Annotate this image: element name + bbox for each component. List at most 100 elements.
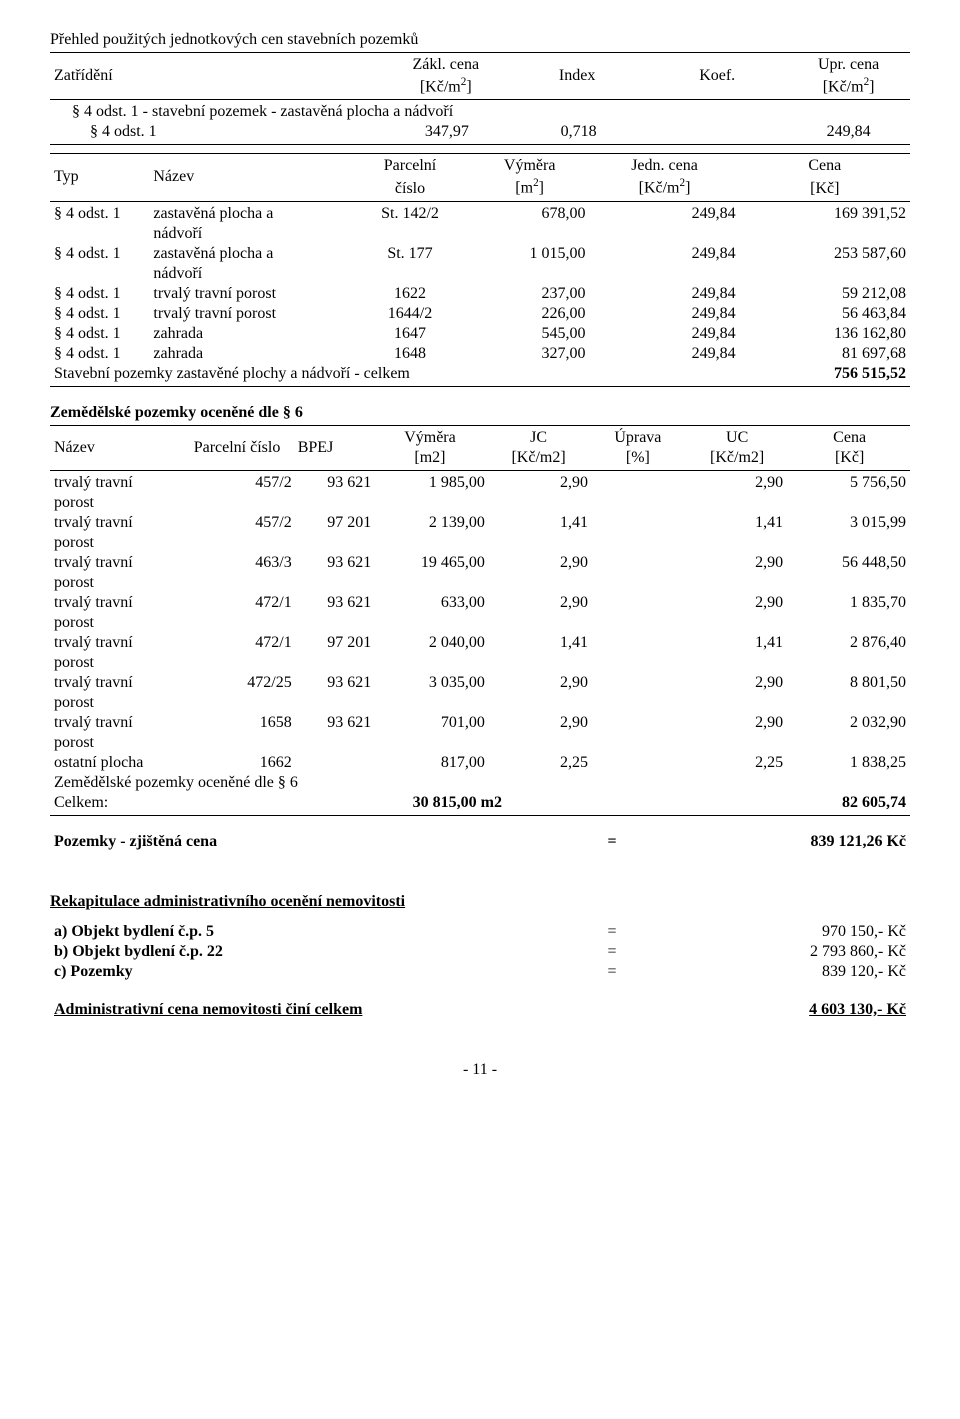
zeme-body: trvalý travní457/293 6211 985,002,902,90… bbox=[50, 473, 910, 773]
cell: 0,718 bbox=[508, 122, 649, 142]
cell bbox=[649, 122, 787, 142]
cell: 93 621 bbox=[296, 673, 376, 693]
zeme-header: Název Parcelní číslo BPEJ Výměra JC Úpra… bbox=[50, 428, 910, 468]
cell: zahrada bbox=[149, 324, 350, 344]
cell: St. 142/2 bbox=[350, 204, 470, 224]
hdr-uprcena-2a: [Kč/m bbox=[823, 78, 864, 95]
cell: 817,00 bbox=[375, 753, 489, 773]
hdr-vym-2b: ] bbox=[539, 180, 544, 197]
table-row: § 4 odst. 1trvalý travní porost1644/2226… bbox=[50, 304, 910, 324]
t3-celkem-label: Celkem: bbox=[50, 793, 298, 813]
table-row: b) Objekt bydlení č.p. 22=2 793 860,- Kč bbox=[50, 942, 910, 962]
admin-total-row: Administrativní cena nemovitosti činí ce… bbox=[50, 1000, 910, 1020]
cell: 93 621 bbox=[296, 713, 376, 733]
cell: § 4 odst. 1 bbox=[50, 204, 149, 224]
cell: c) Pozemky bbox=[50, 962, 558, 982]
hdr-vym-2a: [m bbox=[515, 180, 533, 197]
cell: 237,00 bbox=[470, 284, 590, 304]
cell: 678,00 bbox=[470, 204, 590, 224]
cell: 2,90 bbox=[684, 473, 787, 493]
cell: nádvoří bbox=[149, 224, 350, 244]
hdr-upr-1: Úprava bbox=[591, 428, 685, 448]
cell: 169 391,52 bbox=[740, 204, 910, 224]
cell: St. 177 bbox=[350, 244, 470, 264]
hdr-uc-1: UC bbox=[685, 428, 789, 448]
hdr-cena2-1: Cena bbox=[789, 428, 910, 448]
table-row: § 4 odst. 1trvalý travní porost1622237,0… bbox=[50, 284, 910, 304]
page-title: Přehled použitých jednotkových cen stave… bbox=[50, 30, 910, 50]
hdr-jc-2b: ] bbox=[685, 180, 690, 197]
table-row: porost bbox=[50, 653, 910, 673]
cell: 2,90 bbox=[489, 713, 592, 733]
cell: 1 015,00 bbox=[470, 244, 590, 264]
cell: 472/1 bbox=[191, 633, 295, 653]
hdr-uc-2: [Kč/m2] bbox=[685, 448, 789, 468]
cell: 457/2 bbox=[191, 513, 295, 533]
table-row: porost bbox=[50, 693, 910, 713]
cell: § 4 odst. 1 bbox=[50, 324, 149, 344]
zjistena-row: Pozemky - zjištěná cena = 839 121,26 Kč bbox=[50, 832, 910, 852]
cell: porost bbox=[50, 533, 191, 553]
cell bbox=[592, 713, 684, 733]
cell: 93 621 bbox=[296, 593, 376, 613]
hdr-zaklcena-2b: ] bbox=[466, 78, 471, 95]
cell: 1648 bbox=[350, 344, 470, 364]
cell bbox=[592, 593, 684, 613]
hdr-zaklcena-1: Zákl. cena bbox=[384, 55, 507, 75]
cell: 1,41 bbox=[684, 513, 787, 533]
cell: 3 015,99 bbox=[787, 513, 910, 533]
hdr-cena-1: Cena bbox=[740, 156, 910, 176]
cell: 136 162,80 bbox=[740, 324, 910, 344]
cell bbox=[592, 553, 684, 573]
hdr-jc-2a: [Kč/m bbox=[639, 180, 680, 197]
table-row: trvalý travní457/297 2012 139,001,411,41… bbox=[50, 513, 910, 533]
cell: § 4 odst. 1 bbox=[50, 284, 149, 304]
cell: trvalý travní bbox=[50, 593, 191, 613]
cell bbox=[592, 633, 684, 653]
cell bbox=[592, 513, 684, 533]
cell: zastavěná plocha a bbox=[149, 204, 350, 224]
cell: 56 448,50 bbox=[787, 553, 910, 573]
zjistena-eq: = bbox=[558, 832, 666, 852]
cell: 1658 bbox=[191, 713, 295, 733]
hdr-vym2-2: [m2] bbox=[373, 448, 486, 468]
table-row: trvalý travní472/2593 6213 035,002,902,9… bbox=[50, 673, 910, 693]
table-row: porost bbox=[50, 573, 910, 593]
hdr-zaklcena-2a: [Kč/m bbox=[420, 78, 461, 95]
table-row: § 4 odst. 1zahrada1648327,00249,8481 697… bbox=[50, 344, 910, 364]
cell: 463/3 bbox=[191, 553, 295, 573]
cell: trvalý travní porost bbox=[149, 304, 350, 324]
cell: § 4 odst. 1 - stavební pozemek - zastavě… bbox=[54, 103, 453, 120]
summary-header-table: Zatřídění Zákl. cena Index Koef. Upr. ce… bbox=[50, 55, 910, 97]
cell bbox=[592, 473, 684, 493]
hdr-parc-2: číslo bbox=[350, 176, 470, 198]
table-row: a) Objekt bydlení č.p. 5=970 150,- Kč bbox=[50, 922, 910, 942]
typnazev-total: Stavební pozemky zastavěné plochy a nádv… bbox=[50, 364, 910, 384]
hdr-koef: Koef. bbox=[647, 55, 787, 97]
typnazev-body: § 4 odst. 1zastavěná plocha aSt. 142/267… bbox=[50, 204, 910, 364]
cell: trvalý travní bbox=[50, 633, 191, 653]
summary-rows-table: § 4 odst. 1 - stavební pozemek - zastavě… bbox=[50, 102, 910, 142]
cell: 2,90 bbox=[684, 713, 787, 733]
cell: = bbox=[558, 942, 666, 962]
t2-total-value: 756 515,52 bbox=[658, 364, 910, 384]
hdr-typ: Typ bbox=[50, 156, 149, 198]
cell: trvalý travní bbox=[50, 473, 191, 493]
cell bbox=[592, 753, 684, 773]
cell: 249,84 bbox=[589, 204, 739, 224]
zeme-sub: Zemědělské pozemky oceněné dle § 6 bbox=[50, 773, 910, 793]
cell: 2,90 bbox=[684, 593, 787, 613]
cell: = bbox=[558, 922, 666, 942]
cell: 2 040,00 bbox=[375, 633, 489, 653]
table-row: trvalý travní463/393 62119 465,002,902,9… bbox=[50, 553, 910, 573]
hdr-parc-1: Parcelní bbox=[350, 156, 470, 176]
cell: trvalý travní bbox=[50, 713, 191, 733]
cell: trvalý travní bbox=[50, 513, 191, 533]
t2-total-label: Stavební pozemky zastavěné plochy a nádv… bbox=[50, 364, 658, 384]
table-row: trvalý travní472/197 2012 040,001,411,41… bbox=[50, 633, 910, 653]
cell: 327,00 bbox=[470, 344, 590, 364]
rekap-body: a) Objekt bydlení č.p. 5=970 150,- Kčb) … bbox=[50, 922, 910, 982]
cell: trvalý travní bbox=[50, 673, 191, 693]
table-row: trvalý travní457/293 6211 985,002,902,90… bbox=[50, 473, 910, 493]
cell: 81 697,68 bbox=[740, 344, 910, 364]
